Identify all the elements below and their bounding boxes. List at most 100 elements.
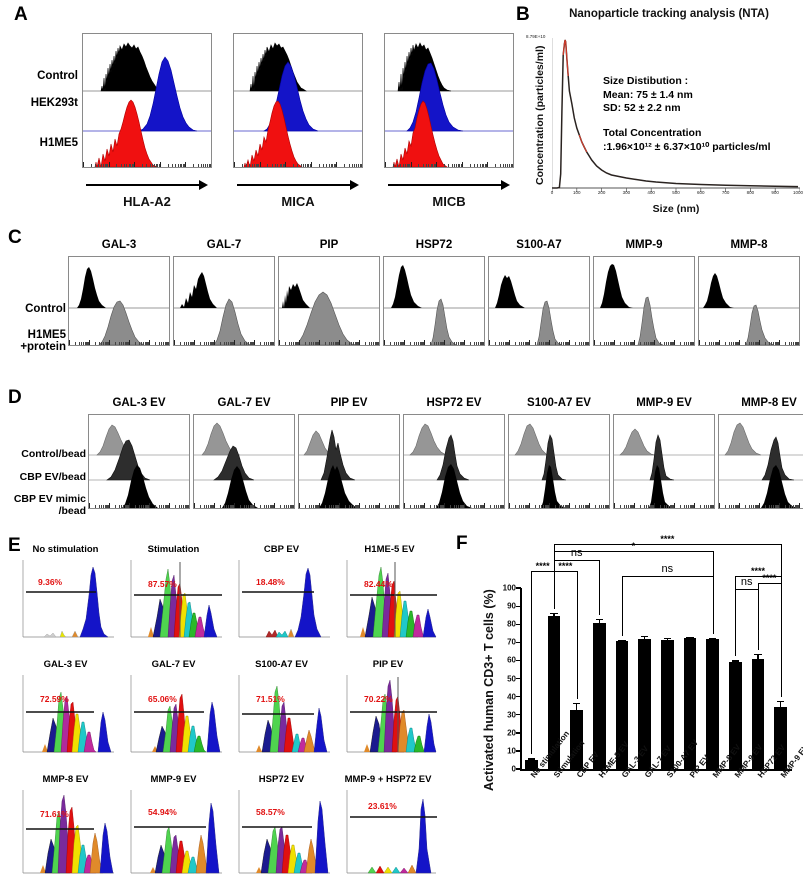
panel-e-plot-mmp-9-ev: 54.94%	[122, 787, 225, 887]
panel-a-marker-mica: MICA	[281, 194, 315, 209]
axis-tick	[260, 342, 262, 345]
axis-tick	[128, 505, 130, 508]
axis-tick	[263, 505, 265, 508]
axis-tick	[549, 340, 550, 345]
axis-tick	[670, 505, 672, 508]
axis-tick	[555, 505, 557, 508]
axis-tick	[129, 340, 130, 345]
axis-tick	[734, 505, 736, 508]
axis-tick	[397, 164, 399, 167]
axis-tick	[317, 342, 319, 345]
panel-f-y-tick-mark	[516, 768, 521, 770]
axis-tick	[392, 164, 394, 167]
axis-tick	[377, 505, 379, 508]
axis-tick	[443, 342, 445, 345]
axis-tick	[152, 164, 154, 167]
axis-tick	[317, 505, 319, 508]
axis-tick	[372, 505, 374, 508]
panel-c-histogram-gal-3	[68, 256, 170, 346]
panel-b-x-tick-200: 200	[597, 190, 606, 195]
axis-tick	[230, 342, 232, 345]
panel-f-x-axis	[520, 769, 792, 771]
axis-tick	[654, 503, 655, 508]
axis-tick	[375, 505, 377, 508]
axis-tick	[210, 342, 212, 345]
axis-tick	[118, 342, 120, 345]
panel-f-sig-tick-4-0	[554, 544, 556, 610]
axis-tick	[115, 342, 117, 345]
axis-tick	[205, 164, 207, 167]
axis-tick	[463, 505, 465, 508]
axis-tick	[368, 342, 370, 345]
panel-f-sig-tick-1-1	[576, 571, 578, 699]
axis-tick	[497, 505, 499, 508]
axis-tick	[470, 342, 472, 345]
axis-tick	[125, 342, 127, 345]
panel-d-title-pip-ev: PIP EV	[330, 397, 368, 409]
axis-tick	[464, 340, 465, 345]
panel-f-bar-3	[592, 623, 606, 769]
axis-tick	[267, 164, 269, 167]
axis-tick	[719, 503, 720, 508]
axis-tick	[197, 164, 199, 167]
axis-tick	[354, 342, 356, 345]
panel-d-axis-gal-7-ev	[194, 501, 294, 508]
axis-tick	[417, 342, 419, 345]
panel-e-title-h1me-5-ev: H1ME-5 EV	[364, 544, 415, 555]
axis-tick	[200, 505, 202, 508]
panel-f-y-tick-mark	[516, 659, 521, 662]
axis-tick	[687, 505, 689, 508]
axis-tick	[107, 505, 109, 508]
axis-tick	[588, 505, 590, 508]
axis-tick	[351, 342, 353, 345]
axis-tick	[757, 342, 759, 345]
axis-tick	[690, 505, 692, 508]
axis-tick	[142, 342, 144, 345]
axis-tick	[190, 342, 192, 345]
axis-tick	[388, 505, 390, 508]
panel-c-letter: C	[8, 227, 22, 248]
axis-tick	[535, 505, 537, 508]
axis-tick	[184, 505, 186, 508]
axis-tick	[354, 164, 356, 167]
axis-tick	[379, 503, 380, 508]
panel-c-title-s100-a7: S100-A7	[516, 239, 562, 251]
axis-tick	[453, 505, 455, 508]
axis-tick	[544, 342, 546, 345]
axis-tick	[650, 505, 652, 508]
axis-tick	[102, 164, 104, 167]
axis-tick	[203, 505, 205, 508]
axis-tick	[567, 342, 569, 345]
panel-f-bar-10	[751, 659, 765, 769]
axis-tick	[142, 505, 144, 508]
axis-tick	[207, 505, 209, 508]
axis-tick	[391, 505, 393, 508]
axis-tick	[263, 342, 265, 345]
axis-tick	[751, 342, 753, 345]
axis-tick	[693, 342, 694, 345]
axis-tick	[339, 503, 340, 508]
panel-a-letter: A	[14, 4, 28, 25]
axis-tick	[480, 342, 482, 345]
panel-f-sig-tick-5-0	[622, 576, 624, 636]
axis-tick	[710, 505, 712, 508]
axis-tick	[223, 505, 225, 508]
axis-tick	[614, 340, 615, 345]
axis-tick	[124, 505, 126, 508]
axis-tick	[459, 505, 461, 508]
panel-e-percent-no-stimulation: 9.36%	[38, 577, 63, 587]
axis-tick	[416, 505, 418, 508]
axis-tick	[308, 505, 310, 508]
panel-f-sig-tick-8-0	[758, 583, 760, 650]
axis-tick	[754, 342, 756, 345]
axis-tick	[121, 505, 123, 508]
axis-tick	[629, 342, 631, 345]
axis-tick	[509, 340, 510, 345]
axis-tick	[247, 342, 249, 345]
axis-tick	[413, 505, 415, 508]
axis-tick	[246, 342, 248, 345]
panel-e-percent-h1me-5-ev: 82.44%	[364, 579, 393, 589]
axis-tick	[146, 164, 148, 167]
panel-d-title-mmp-8-ev: MMP-8 EV	[741, 397, 797, 409]
axis-tick	[247, 505, 249, 508]
